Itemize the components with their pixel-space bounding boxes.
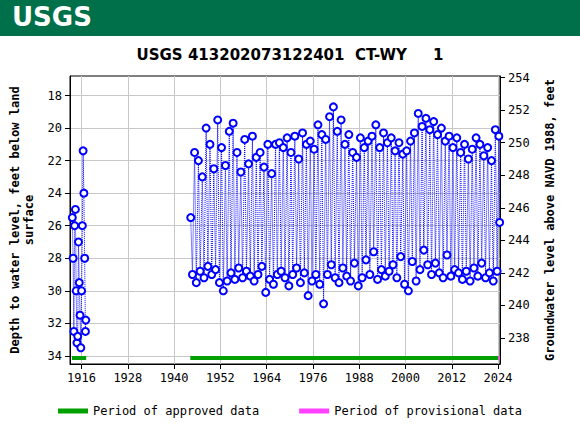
svg-text:surface: surface	[22, 195, 36, 246]
svg-text:18: 18	[48, 89, 62, 103]
svg-text:Groundwater level above NAVD 1: Groundwater level above NAVD 1988, feet	[543, 79, 557, 361]
svg-text:2024: 2024	[484, 371, 513, 385]
svg-text:32: 32	[48, 316, 62, 330]
svg-text:1928: 1928	[113, 371, 142, 385]
svg-text:Period of provisional data: Period of provisional data	[334, 404, 522, 418]
svg-text:30: 30	[48, 284, 62, 298]
svg-text:246: 246	[508, 201, 530, 215]
svg-text:22: 22	[48, 154, 62, 168]
svg-text:1952: 1952	[206, 371, 235, 385]
svg-text:1976: 1976	[299, 371, 328, 385]
svg-text:238: 238	[508, 331, 530, 345]
svg-text:USGS 413202073122401 CT-WY: USGS 413202073122401 CT-WY 1	[137, 46, 444, 64]
svg-text:Depth to water level, feet bel: Depth to water level, feet below land	[8, 86, 22, 353]
svg-text:1988: 1988	[345, 371, 374, 385]
svg-text:34: 34	[48, 349, 62, 363]
svg-text:248: 248	[508, 168, 530, 182]
svg-text:1916: 1916	[67, 371, 96, 385]
svg-text:254: 254	[508, 71, 530, 85]
svg-text:242: 242	[508, 266, 530, 280]
svg-text:20: 20	[48, 121, 62, 135]
svg-text:USGS: USGS	[12, 2, 92, 32]
svg-text:244: 244	[508, 233, 530, 247]
svg-text:1964: 1964	[252, 371, 281, 385]
svg-text:252: 252	[508, 103, 530, 117]
svg-text:1940: 1940	[160, 371, 189, 385]
svg-text:28: 28	[48, 251, 62, 265]
svg-text:250: 250	[508, 136, 530, 150]
svg-text:26: 26	[48, 219, 62, 233]
svg-text:Period of approved data: Period of approved data	[93, 404, 259, 418]
svg-text:2000: 2000	[391, 371, 420, 385]
svg-text:2012: 2012	[437, 371, 466, 385]
svg-text:24: 24	[48, 186, 62, 200]
svg-text:240: 240	[508, 298, 530, 312]
